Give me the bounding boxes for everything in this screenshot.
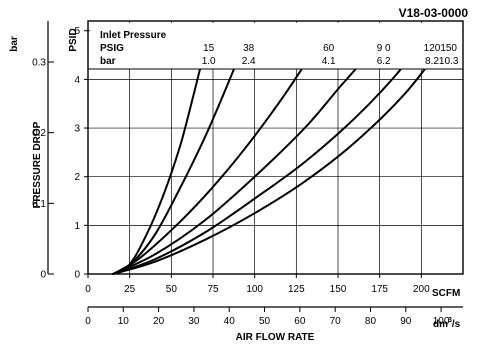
- x-tick-label-75: 75: [207, 284, 219, 295]
- x-tick-label-175: 175: [371, 284, 388, 295]
- y-primary-ticks: 0 1 2 3 4 5: [74, 26, 88, 281]
- y-tick-label-3: 3: [74, 124, 80, 135]
- legend-psig-value-4: 9 0: [377, 43, 391, 54]
- legend-psig-value-1: 15: [203, 43, 215, 54]
- x-tick-label-100: 100: [246, 284, 263, 295]
- x2-tick-label-0: 0: [85, 316, 91, 327]
- y-tick-label-5: 5: [74, 26, 80, 37]
- x-tick-label-150: 150: [330, 284, 347, 295]
- x2-tick-label-30: 30: [188, 316, 200, 327]
- pressure-curve-3: [112, 29, 326, 275]
- x-secondary-unit-tail: /s: [452, 319, 461, 330]
- y-tick-label-2: 2: [74, 172, 80, 183]
- x-tick-label-25: 25: [124, 284, 136, 295]
- y2-tick-label-0: 0: [40, 270, 46, 281]
- x-secondary-unit: dm3/s: [433, 317, 461, 330]
- x-tick-label-50: 50: [166, 284, 178, 295]
- y-secondary-unit: bar: [9, 36, 20, 52]
- legend-bar-label: bar: [100, 56, 116, 67]
- x-secondary-unit-base: dm: [433, 319, 448, 330]
- x2-tick-label-20: 20: [153, 316, 165, 327]
- x2-tick-label-50: 50: [259, 316, 271, 327]
- y-tick-label-1: 1: [74, 221, 80, 232]
- chart-title: V18-03-0000: [399, 6, 469, 20]
- legend-bar-value-5: 8.2: [425, 56, 439, 67]
- y2-tick-label-0.2: 0.2: [32, 128, 46, 139]
- y2-tick-label-0.3: 0.3: [32, 57, 46, 68]
- x-tick-label-125: 125: [288, 284, 305, 295]
- legend-psig-value-3: 60: [323, 43, 335, 54]
- x2-tick-label-10: 10: [118, 316, 130, 327]
- y-secondary-ticks: 0 0.1 0.2 0.3: [32, 57, 54, 281]
- y-axis-title: PRESSURE DROP: [32, 121, 43, 208]
- legend-bar-value-2: 2.4: [242, 56, 256, 67]
- x-tick-label-200: 200: [413, 284, 430, 295]
- x-primary-ticks: 0 25 50 75 100 125 150 175 200: [85, 274, 430, 295]
- legend-bar-value-1: 1.0: [202, 56, 216, 67]
- legend-psig-value-2: 38: [243, 43, 255, 54]
- pressure-curve-6: [112, 41, 446, 275]
- x-primary-unit: SCFM: [432, 288, 460, 299]
- x2-tick-label-80: 80: [365, 316, 377, 327]
- legend-bar-value-4: 6.2: [377, 56, 391, 67]
- x2-tick-label-40: 40: [224, 316, 236, 327]
- legend-psig-value-5: 120: [424, 43, 441, 54]
- x2-tick-label-90: 90: [400, 316, 412, 327]
- plot-frame: [87, 20, 464, 275]
- x2-tick-label-70: 70: [330, 316, 342, 327]
- y-tick-label-4: 4: [74, 75, 80, 86]
- x-secondary-ticks: 0 10 20 30 40 50 60 70 80 90 100: [85, 307, 450, 327]
- x2-tick-label-60: 60: [294, 316, 306, 327]
- legend-box: [90, 23, 462, 69]
- legend-psig-label: PSIG: [100, 43, 124, 54]
- legend-header: Inlet Pressure: [100, 30, 167, 41]
- x2-tick-label-100: 100: [433, 316, 450, 327]
- x-axis-title: AIR FLOW RATE: [236, 332, 315, 343]
- x-secondary-unit-exp: 3: [448, 317, 452, 324]
- legend-bar-value-6: 10.3: [439, 56, 459, 67]
- legend-psig-value-6: 150: [440, 43, 457, 54]
- legend-bar-value-3: 4.1: [322, 56, 336, 67]
- x-tick-label-0: 0: [85, 284, 91, 295]
- y2-tick-label-0.1: 0.1: [32, 199, 46, 210]
- y-tick-label-0: 0: [74, 270, 80, 281]
- pressure-curve-5: [112, 32, 429, 275]
- y-primary-unit: PSID: [68, 28, 79, 51]
